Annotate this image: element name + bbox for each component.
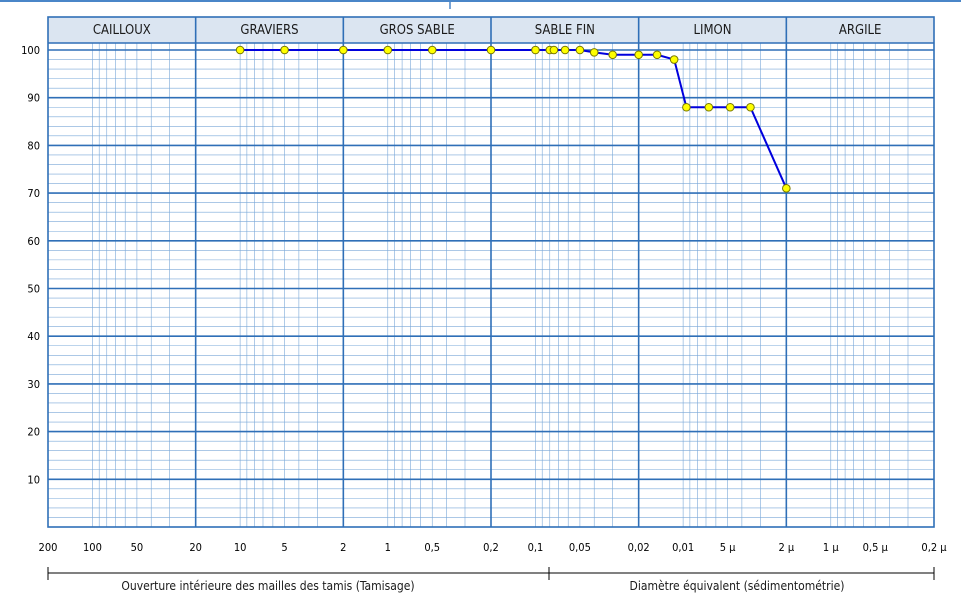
x-tick-label-5: 5	[281, 541, 287, 554]
data-point-0-16	[682, 102, 691, 112]
y-tick-label-30: 30	[27, 378, 40, 391]
y-tick-label-70: 70	[27, 187, 40, 200]
axis-captions: Ouverture intérieure des mailles des tam…	[47, 567, 935, 593]
y-axis-labels: 10 20 30 40 50 60 70 80 90 100	[21, 44, 40, 486]
x-tick-label-0-2-u: 0,2 μ	[921, 541, 947, 554]
data-point-0-10	[575, 45, 585, 55]
data-point-0-3	[383, 45, 393, 55]
plot-frame	[47, 16, 935, 528]
x-tick-label-10: 10	[234, 541, 247, 554]
data-point-0-1	[280, 45, 289, 55]
category-label-gros-sable: GROS SABLE	[380, 23, 455, 38]
y-tick-label-20: 20	[27, 426, 40, 439]
y-tick-label-80: 80	[27, 139, 40, 152]
data-point-0-13	[634, 50, 643, 60]
data-point-0-17	[704, 102, 714, 112]
category-label-limon: LIMON	[693, 23, 731, 38]
y-tick-label-60: 60	[27, 235, 40, 248]
series-line-0	[240, 49, 788, 189]
series-group	[235, 45, 791, 193]
x-tick-label-0-1: 0,1	[528, 541, 544, 554]
data-point-0-14	[652, 50, 662, 60]
x-tick-label-0-01: 0,01	[672, 541, 694, 554]
x-tick-label-0-02: 0,02	[628, 541, 650, 554]
data-point-0-19	[746, 102, 755, 112]
caption-sieving: Ouverture intérieure des mailles des tam…	[121, 579, 414, 593]
x-axis-labels: 200 100 50 20 10 5 2 1 0,5 0,2 0,1 0,05 0,02 0,01 5 μ 2…	[39, 541, 948, 554]
data-point-0-12	[608, 50, 617, 60]
x-tick-label-2-u: 2 μ	[778, 541, 794, 554]
plot-border	[47, 16, 935, 528]
data-point-0-8	[549, 45, 559, 55]
data-point-0-20	[782, 184, 791, 193]
x-tick-label-1-u: 1 μ	[823, 541, 839, 554]
x-tick-label-5-u: 5 μ	[720, 541, 736, 554]
category-label-cailloux: CAILLOUX	[93, 23, 151, 38]
x-tick-label-0-2: 0,2	[483, 541, 499, 554]
data-point-0-5	[486, 45, 496, 55]
data-point-0-2	[339, 45, 348, 55]
category-label-sable-fin: SABLE FIN	[535, 23, 595, 38]
data-point-0-0	[235, 45, 245, 55]
x-tick-label-0-5-u: 0,5 μ	[863, 541, 889, 554]
x-tick-label-50: 50	[131, 541, 144, 554]
caption-sedimentometry: Diamètre équivalent (sédimentométrie)	[630, 579, 845, 593]
x-tick-label-100: 100	[83, 541, 102, 554]
y-tick-label-50: 50	[27, 283, 40, 296]
y-tick-label-40: 40	[27, 330, 40, 343]
data-point-0-6	[531, 45, 540, 55]
data-point-0-9	[560, 45, 570, 55]
x-tick-label-0-05: 0,05	[569, 541, 591, 554]
data-point-0-11	[589, 48, 599, 57]
data-point-0-15	[669, 55, 679, 64]
y-tick-label-100: 100	[21, 44, 40, 57]
x-tick-label-200: 200	[39, 541, 58, 554]
x-tick-label-2: 2	[340, 541, 346, 554]
x-tick-label-1: 1	[385, 541, 391, 554]
data-point-0-4	[427, 45, 437, 55]
category-label-graviers: GRAVIERS	[240, 23, 298, 38]
x-tick-label-20: 20	[189, 541, 202, 554]
data-point-0-18	[725, 102, 735, 112]
y-tick-label-10: 10	[27, 473, 40, 486]
y-tick-label-90: 90	[27, 92, 40, 105]
category-label-argile: ARGILE	[839, 23, 882, 38]
x-tick-label-0-5: 0,5	[424, 541, 440, 554]
